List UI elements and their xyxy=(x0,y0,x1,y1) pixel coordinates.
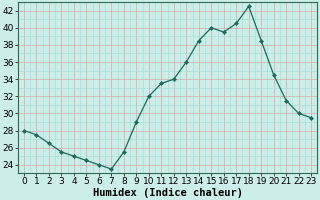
X-axis label: Humidex (Indice chaleur): Humidex (Indice chaleur) xyxy=(92,188,243,198)
